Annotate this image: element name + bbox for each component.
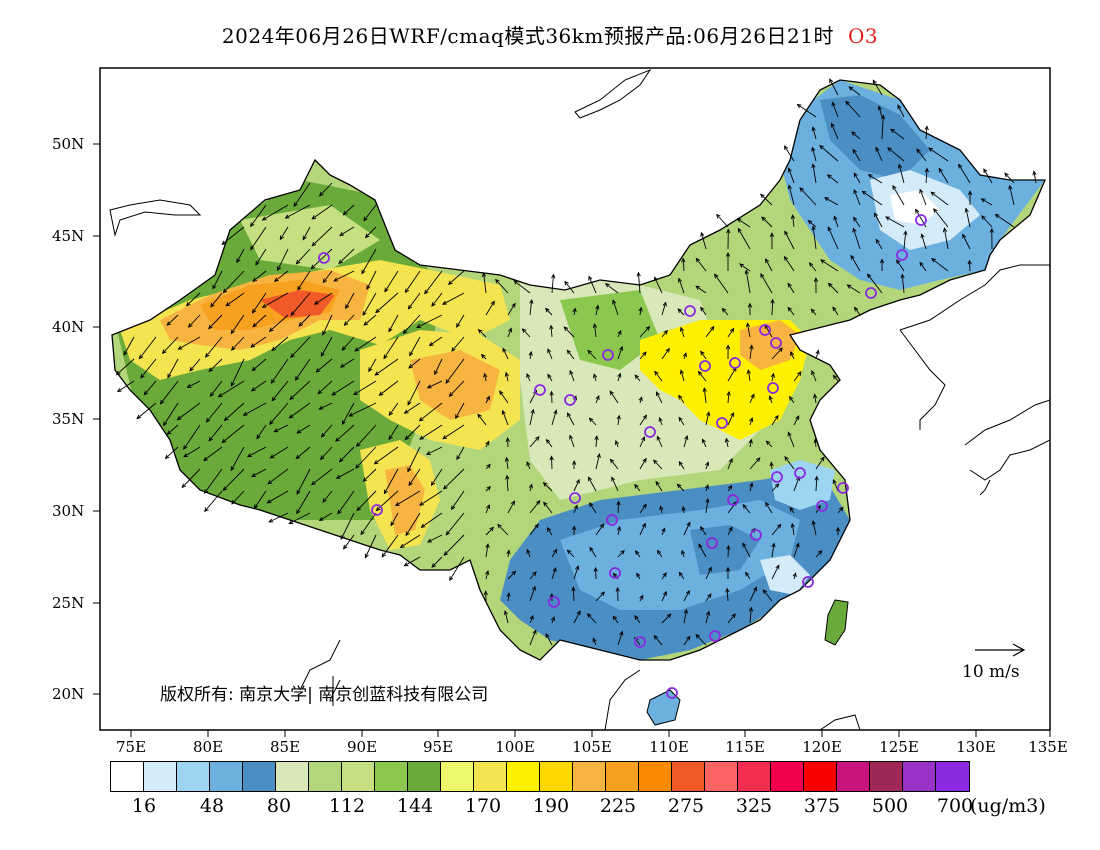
border-outline [899, 264, 1050, 430]
legend-unit: (ug/m3) [970, 795, 1046, 817]
lat-label: 20N [52, 685, 85, 703]
color-legend [110, 761, 970, 792]
lon-label: 115E [725, 738, 765, 756]
legend-swatch [474, 762, 507, 791]
legend-swatch [507, 762, 540, 791]
lon-label: 130E [956, 738, 996, 756]
legend-label: 144 [396, 795, 434, 817]
lat-label: 40N [52, 318, 85, 336]
legend-swatch [738, 762, 771, 791]
lon-label: 95E [422, 738, 454, 756]
legend-swatch [903, 762, 936, 791]
legend-label: 48 [199, 795, 225, 817]
legend-swatch [177, 762, 210, 791]
legend-swatch [606, 762, 639, 791]
legend-label: 375 [803, 795, 841, 817]
lat-label: 45N [52, 227, 85, 245]
legend-swatch [342, 762, 375, 791]
legend-label: 325 [735, 795, 773, 817]
legend-swatch [639, 762, 672, 791]
wind-scale-label: 10 m/s [962, 662, 1020, 682]
legend-swatch [375, 762, 408, 791]
legend-swatch [804, 762, 837, 791]
legend-swatch [573, 762, 606, 791]
lat-label: 25N [52, 594, 85, 612]
lat-label: 35N [52, 410, 85, 428]
lon-label: 85E [269, 738, 301, 756]
lon-label: 100E [495, 738, 535, 756]
legend-swatch [672, 762, 705, 791]
lon-label: 80E [192, 738, 224, 756]
lon-label: 75E [115, 738, 147, 756]
legend-swatch [441, 762, 474, 791]
lon-label: 125E [879, 738, 919, 756]
lon-label: 90E [346, 738, 378, 756]
legend-label: 275 [667, 795, 705, 817]
border-outline [109, 199, 202, 237]
border-outline [964, 399, 1050, 496]
legend-swatch [144, 762, 177, 791]
legend-swatch [540, 762, 573, 791]
border-outline [574, 68, 652, 119]
legend-label: 190 [532, 795, 570, 817]
legend-label: 700 [936, 795, 974, 817]
city-markers [318, 214, 927, 699]
lat-label: 30N [52, 502, 85, 520]
lon-label: 120E [802, 738, 842, 756]
legend-swatch [210, 762, 243, 791]
lon-label: 135E [1028, 738, 1068, 756]
copyright-text: 版权所有: 南京大学| 南京创蓝科技有限公司 [160, 685, 489, 705]
map-title: 2024年06月26日WRF/cmaq模式36km预报产品:06月26日21时 O… [0, 20, 1100, 49]
legend-label: 500 [871, 795, 909, 817]
wind-vectors [115, 78, 1037, 646]
legend-swatch [276, 762, 309, 791]
legend-swatch [837, 762, 870, 791]
border-outline [824, 599, 849, 646]
legend-label: 225 [599, 795, 637, 817]
legend-swatch [870, 762, 903, 791]
legend-swatch [936, 762, 969, 791]
legend-swatch [243, 762, 276, 791]
lon-label: 105E [572, 738, 612, 756]
legend-swatch [771, 762, 804, 791]
lon-label: 110E [649, 738, 689, 756]
lat-label: 50N [52, 135, 85, 153]
legend-swatch [705, 762, 738, 791]
pollutant-label: O3 [847, 24, 879, 48]
legend-label: 112 [328, 795, 366, 817]
legend-label: 80 [266, 795, 292, 817]
border-outline [299, 639, 861, 730]
legend-label: 170 [464, 795, 502, 817]
legend-swatch [111, 762, 144, 791]
title-text: 2024年06月26日WRF/cmaq模式36km预报产品:06月26日21时 [221, 24, 834, 48]
legend-swatch [408, 762, 441, 791]
wind-scale-arrow [975, 643, 1026, 657]
legend-label: 16 [131, 795, 157, 817]
axis-ticks [93, 143, 1051, 737]
legend-swatch [309, 762, 342, 791]
